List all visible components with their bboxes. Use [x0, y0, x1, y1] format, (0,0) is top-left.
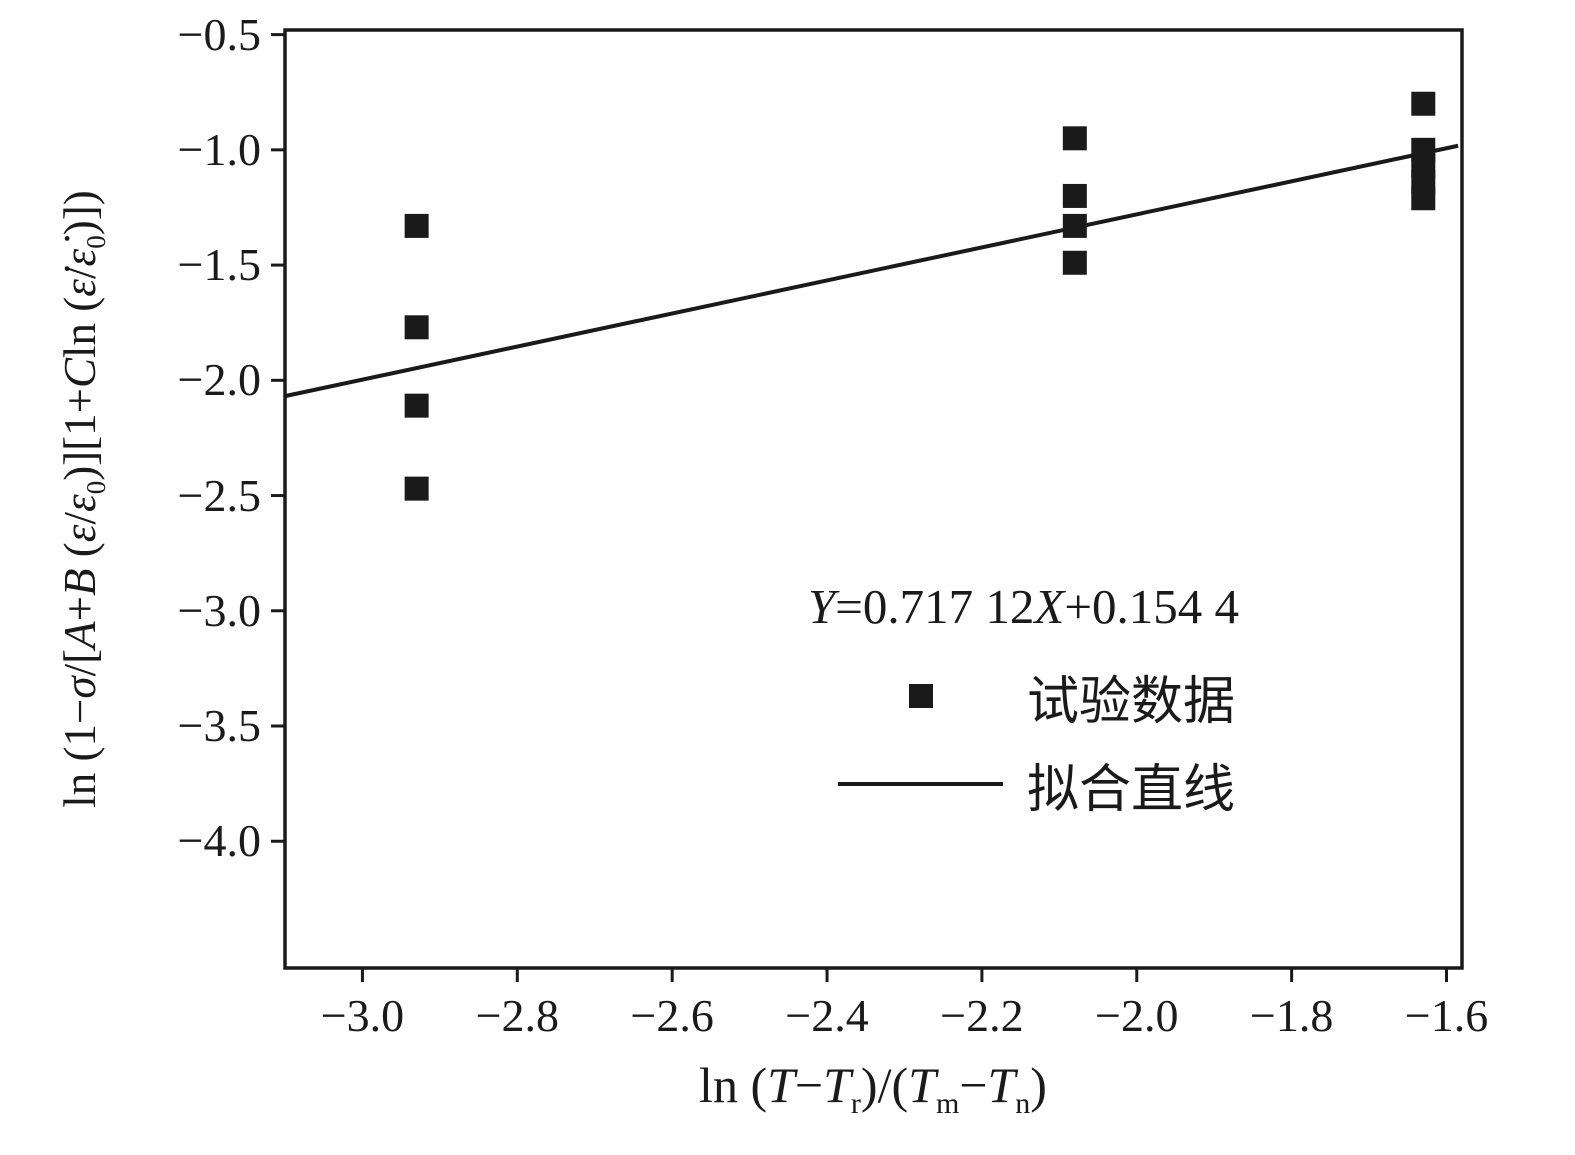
y-tick-label: −2.0	[177, 354, 261, 406]
y-tick-label: −1.5	[177, 239, 261, 291]
x-tick-label: −2.8	[475, 990, 560, 1041]
legend-swatch-data	[838, 684, 1003, 708]
y-tick-label: −3.5	[177, 700, 261, 751]
legend: 试验数据 拟合直线	[838, 652, 1235, 828]
square-marker-icon	[908, 684, 933, 708]
y-tick-label: −2.5	[177, 469, 261, 521]
legend-row-data: 试验数据	[838, 652, 1235, 740]
data-point	[1411, 91, 1436, 116]
x-tick-label: −2.4	[785, 990, 869, 1041]
legend-swatch-fit	[838, 782, 1003, 786]
y-tick-label: −4.0	[177, 815, 261, 867]
data-point	[1062, 126, 1087, 151]
data-point	[404, 393, 429, 418]
legend-label-fit: 拟合直线	[1027, 761, 1236, 819]
y-axis-label: ln (1−σ/[A+B (ε/ε0)][1+Cln (ε̇/ε̇0)])	[55, 190, 111, 808]
line-marker-icon	[838, 782, 1003, 786]
x-tick-label: −2.0	[1095, 990, 1179, 1041]
x-tick-label: −1.6	[1404, 990, 1489, 1041]
x-tick-label: −2.2	[940, 990, 1024, 1041]
legend-label-data: 试验数据	[1027, 673, 1236, 731]
y-tick-label: −3.0	[177, 584, 261, 636]
x-tick-label: −2.6	[630, 990, 714, 1041]
data-point	[1411, 186, 1436, 211]
x-axis-label: ln (T−Tr)/(Tm−Tn)	[699, 1057, 1047, 1120]
fit-equation: Y=0.717 12X+0.154 4	[808, 579, 1239, 634]
y-tick-label: −0.5	[177, 8, 261, 60]
y-tick-label: −1.0	[177, 123, 261, 175]
plot-frame	[283, 28, 1464, 970]
legend-row-fit: 拟合直线	[838, 740, 1235, 828]
x-tick-label: −3.0	[320, 990, 405, 1041]
data-point	[1062, 183, 1087, 208]
fit-line	[284, 143, 1459, 399]
data-point	[404, 213, 429, 238]
data-point	[404, 476, 429, 501]
data-point	[404, 315, 429, 340]
x-tick-label: −1.8	[1249, 990, 1334, 1041]
data-point	[1062, 250, 1087, 275]
